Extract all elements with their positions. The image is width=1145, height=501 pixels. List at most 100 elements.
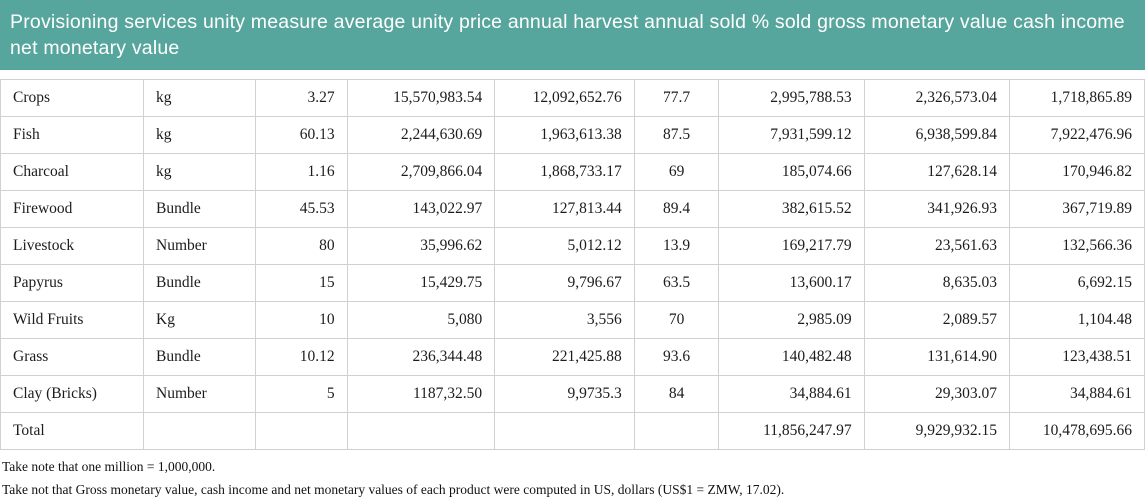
table-cell: 131,614.90 bbox=[863, 338, 1010, 376]
table-row: Livestock Number 80 35,996.62 5,012.12 13.9 16… bbox=[0, 227, 1145, 265]
table-row: Fish kg 60.13 2,244,630.69 1,963,613.38 87.5 7… bbox=[0, 116, 1145, 154]
table-cell: 7,922,476.96 bbox=[1008, 116, 1145, 154]
table-row: Grass Bundle 10.12 236,344.48 221,425.88 93.6… bbox=[0, 338, 1145, 376]
provisioning-services-table: Crops kg 3.27 15,570,983.54 12,092,652.76 77.… bbox=[0, 79, 1145, 450]
table-row: Charcoal kg 1.16 2,709,866.04 1,868,733.17 69… bbox=[0, 153, 1145, 191]
table-cell: Charcoal bbox=[0, 153, 144, 191]
table-row: Clay (Bricks) Number 5 1187,32.50 9,9735.3 84… bbox=[0, 375, 1145, 413]
table-body: Crops kg 3.27 15,570,983.54 12,092,652.76 77.… bbox=[0, 79, 1145, 450]
table-row: Papyrus Bundle 15 15,429.75 9,796.67 63.5 13,6… bbox=[0, 264, 1145, 302]
table-cell: 5,080 bbox=[346, 301, 496, 339]
table-cell: 80 bbox=[255, 227, 348, 265]
table-cell: Crops bbox=[0, 79, 144, 117]
table-cell: 13.9 bbox=[633, 227, 720, 265]
table-cell: 15 bbox=[255, 264, 348, 302]
table-cell: Papyrus bbox=[0, 264, 144, 302]
table-cell: 382,615.52 bbox=[718, 190, 865, 228]
table-cell: Bundle bbox=[142, 190, 257, 228]
table-cell: 1.16 bbox=[255, 153, 348, 191]
table-cell: 3.27 bbox=[255, 79, 348, 117]
table-cell: 15,429.75 bbox=[346, 264, 496, 302]
table-cell: 2,326,573.04 bbox=[863, 79, 1010, 117]
table-cell bbox=[255, 412, 348, 450]
table-cell: 127,628.14 bbox=[863, 153, 1010, 191]
table-cell: 169,217.79 bbox=[718, 227, 865, 265]
table-cell: kg bbox=[142, 116, 257, 154]
table-cell: Wild Fruits bbox=[0, 301, 144, 339]
table-cell: 34,884.61 bbox=[718, 375, 865, 413]
table-cell: 185,074.66 bbox=[718, 153, 865, 191]
table-cell: Bundle bbox=[142, 338, 257, 376]
footnote-exchange-rate: Take not that Gross monetary value, cash… bbox=[2, 482, 785, 497]
table-cell: 70 bbox=[633, 301, 720, 339]
table-cell: 143,022.97 bbox=[346, 190, 496, 228]
table-cell: 221,425.88 bbox=[494, 338, 635, 376]
table-row: Total 11,856,247.97 9,929,932.15 10,478,695… bbox=[0, 412, 1145, 450]
table-cell: 2,995,788.53 bbox=[718, 79, 865, 117]
table-cell: 60.13 bbox=[255, 116, 348, 154]
table-cell bbox=[494, 412, 635, 450]
table-row: Crops kg 3.27 15,570,983.54 12,092,652.76 77.… bbox=[0, 79, 1145, 117]
table-cell: 5,012.12 bbox=[494, 227, 635, 265]
table-cell: Grass bbox=[0, 338, 144, 376]
table-cell: 93.6 bbox=[633, 338, 720, 376]
table-cell: Number bbox=[142, 375, 257, 413]
table-cell: 23,561.63 bbox=[863, 227, 1010, 265]
footnote-one-million: Take note that one million = 1,000,000. bbox=[2, 459, 216, 474]
table-cell: 1,104.48 bbox=[1008, 301, 1145, 339]
table-title-banner: Provisioning services unity measure aver… bbox=[0, 0, 1145, 70]
table-cell bbox=[633, 412, 720, 450]
table-cell: 2,985.09 bbox=[718, 301, 865, 339]
table-cell: 15,570,983.54 bbox=[346, 79, 496, 117]
table-cell: 1,868,733.17 bbox=[494, 153, 635, 191]
table-cell: 10.12 bbox=[255, 338, 348, 376]
table-cell: 84 bbox=[633, 375, 720, 413]
table-cell: 69 bbox=[633, 153, 720, 191]
table-cell: 2,244,630.69 bbox=[346, 116, 496, 154]
table-cell: 11,856,247.97 bbox=[718, 412, 865, 450]
table-cell: Number bbox=[142, 227, 257, 265]
table-cell: 127,813.44 bbox=[494, 190, 635, 228]
table-cell: 132,566.36 bbox=[1008, 227, 1145, 265]
table-cell: 10,478,695.66 bbox=[1008, 412, 1145, 450]
table-cell: 1187,32.50 bbox=[346, 375, 496, 413]
table-cell: 87.5 bbox=[633, 116, 720, 154]
table-cell: 8,635.03 bbox=[863, 264, 1010, 302]
table-cell: kg bbox=[142, 79, 257, 117]
table-cell: 29,303.07 bbox=[863, 375, 1010, 413]
table-cell: Clay (Bricks) bbox=[0, 375, 144, 413]
table-cell: Bundle bbox=[142, 264, 257, 302]
table-cell: Total bbox=[0, 412, 144, 450]
table-cell: 9,9735.3 bbox=[494, 375, 635, 413]
table-cell: 7,931,599.12 bbox=[718, 116, 865, 154]
table-cell: Firewood bbox=[0, 190, 144, 228]
table-cell: 45.53 bbox=[255, 190, 348, 228]
table-cell: 63.5 bbox=[633, 264, 720, 302]
table-cell: 12,092,652.76 bbox=[494, 79, 635, 117]
table-cell: 341,926.93 bbox=[863, 190, 1010, 228]
table-cell: 5 bbox=[255, 375, 348, 413]
table-cell: 9,796.67 bbox=[494, 264, 635, 302]
table-row: Wild Fruits Kg 10 5,080 3,556 70 2,985.09 2,089… bbox=[0, 301, 1145, 339]
table-cell: 34,884.61 bbox=[1008, 375, 1145, 413]
table-cell: 2,709,866.04 bbox=[346, 153, 496, 191]
table-cell bbox=[142, 412, 257, 450]
table-cell: 140,482.48 bbox=[718, 338, 865, 376]
table-cell: 9,929,932.15 bbox=[863, 412, 1010, 450]
table-cell: 170,946.82 bbox=[1008, 153, 1145, 191]
table-cell: 13,600.17 bbox=[718, 264, 865, 302]
table-cell: 1,718,865.89 bbox=[1008, 79, 1145, 117]
banner-table-gap bbox=[0, 70, 1145, 79]
table-cell: 367,719.89 bbox=[1008, 190, 1145, 228]
table-footnotes: Take note that one million = 1,000,000. … bbox=[0, 455, 1145, 501]
table-cell: 6,938,599.84 bbox=[863, 116, 1010, 154]
table-cell: 236,344.48 bbox=[346, 338, 496, 376]
table-row: Firewood Bundle 45.53 143,022.97 127,813.44 8… bbox=[0, 190, 1145, 228]
table-cell bbox=[346, 412, 496, 450]
table-cell: Livestock bbox=[0, 227, 144, 265]
table-cell: 6,692.15 bbox=[1008, 264, 1145, 302]
table-cell: Fish bbox=[0, 116, 144, 154]
table-cell: 10 bbox=[255, 301, 348, 339]
table-cell: 3,556 bbox=[494, 301, 635, 339]
table-cell: 35,996.62 bbox=[346, 227, 496, 265]
